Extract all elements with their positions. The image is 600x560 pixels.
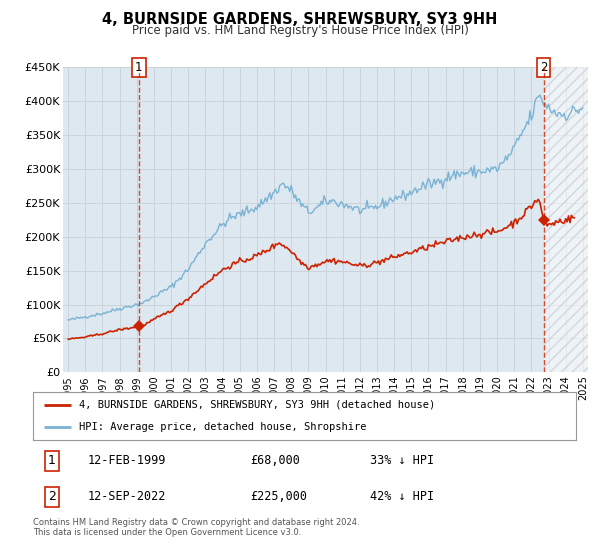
Text: 12-SEP-2022: 12-SEP-2022 (88, 491, 166, 503)
Text: £225,000: £225,000 (250, 491, 307, 503)
Text: 1: 1 (48, 454, 56, 467)
Text: 12-FEB-1999: 12-FEB-1999 (88, 454, 166, 467)
Text: 42% ↓ HPI: 42% ↓ HPI (370, 491, 434, 503)
Text: Contains HM Land Registry data © Crown copyright and database right 2024.
This d: Contains HM Land Registry data © Crown c… (33, 518, 359, 538)
Text: 2: 2 (540, 60, 547, 74)
Text: 1: 1 (135, 60, 143, 74)
Text: 2: 2 (48, 491, 56, 503)
Text: 33% ↓ HPI: 33% ↓ HPI (370, 454, 434, 467)
Text: Price paid vs. HM Land Registry's House Price Index (HPI): Price paid vs. HM Land Registry's House … (131, 24, 469, 37)
Text: HPI: Average price, detached house, Shropshire: HPI: Average price, detached house, Shro… (79, 422, 367, 432)
Text: 4, BURNSIDE GARDENS, SHREWSBURY, SY3 9HH: 4, BURNSIDE GARDENS, SHREWSBURY, SY3 9HH (103, 12, 497, 27)
Text: 4, BURNSIDE GARDENS, SHREWSBURY, SY3 9HH (detached house): 4, BURNSIDE GARDENS, SHREWSBURY, SY3 9HH… (79, 400, 436, 410)
Text: £68,000: £68,000 (250, 454, 300, 467)
Bar (544, 67, 588, 372)
